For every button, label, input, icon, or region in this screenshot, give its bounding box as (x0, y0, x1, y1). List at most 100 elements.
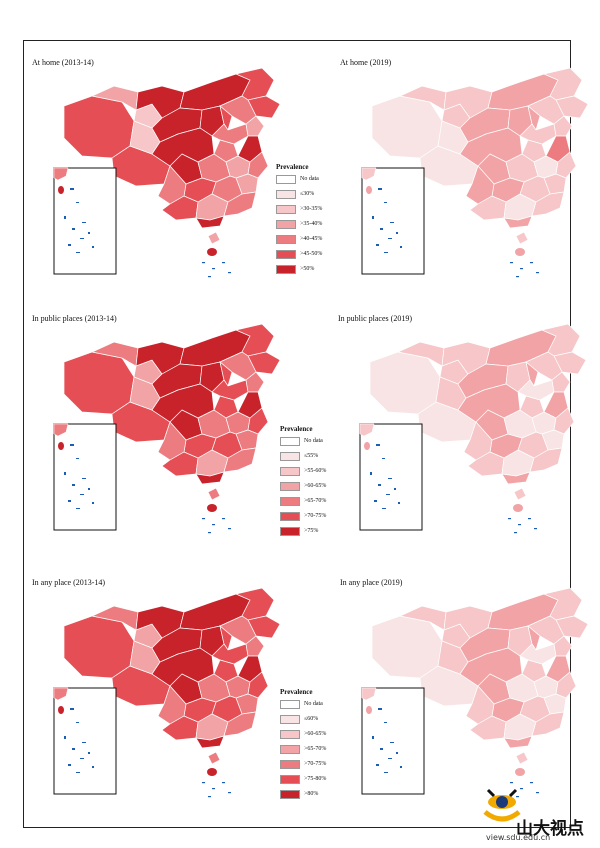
legend-swatch (276, 234, 296, 244)
province-region (63, 95, 135, 159)
map-panel: In public places (2019) (336, 314, 596, 534)
sea-dashes (508, 518, 537, 534)
panel-title: At home (2013-14) (32, 58, 94, 67)
legend-label: >55-60% (304, 468, 327, 474)
legend-label: >80% (304, 791, 319, 797)
sea-dashes (202, 782, 231, 798)
china-map (361, 587, 589, 798)
island-region (207, 504, 217, 512)
legend-label: >35-40% (300, 221, 323, 227)
legend-item: >60-65% (280, 481, 350, 491)
legend-swatch (280, 526, 300, 536)
legend-item: >60-65% (280, 729, 350, 739)
china-map (53, 323, 281, 534)
legend-label: >70-75% (304, 513, 327, 519)
south-china-sea-inset (53, 687, 117, 795)
province-region (245, 371, 265, 393)
province-region (63, 351, 135, 415)
legend-item: No data (280, 699, 350, 709)
legend-swatch (280, 699, 300, 709)
province-region (517, 379, 555, 401)
panel-title: At home (2019) (340, 58, 392, 67)
south-china-sea-inset (53, 423, 117, 531)
legend-label: >75-80% (304, 776, 327, 782)
panel-title: In public places (2013-14) (32, 314, 117, 323)
province-region (543, 391, 569, 419)
legend-item: >65-70% (280, 744, 350, 754)
sea-dashes (202, 518, 231, 534)
watermark-text: 山大视点 (516, 819, 584, 839)
legend-swatch (276, 219, 296, 229)
map-panel: In any place (2019) (338, 578, 598, 798)
sea-dashes (510, 782, 539, 798)
island-region (207, 248, 217, 256)
province-region (237, 655, 263, 683)
province-region (503, 735, 533, 749)
province-region (237, 135, 263, 163)
legend-title: Prevalence (280, 688, 313, 696)
legend-swatch (280, 496, 300, 506)
legend-swatch (280, 481, 300, 491)
province-region (515, 751, 529, 765)
legend-label: >60-65% (304, 483, 327, 489)
south-china-sea-inset (359, 423, 423, 531)
province-region (545, 135, 571, 163)
legend-item: >55-60% (280, 466, 350, 476)
legend-label: No data (304, 438, 323, 444)
legend-item: >35-40% (276, 219, 346, 229)
island-region (515, 248, 525, 256)
legend-swatch (280, 436, 300, 446)
legend-label: >65-70% (304, 498, 327, 504)
legend-swatch (276, 249, 296, 259)
panel-title: In public places (2019) (338, 314, 412, 323)
province-region (513, 487, 527, 501)
province-region (245, 115, 265, 137)
south-china-sea-inset (53, 167, 117, 275)
legend-swatch (280, 744, 300, 754)
legend-item: >40-45% (276, 234, 346, 244)
legend-swatch (280, 759, 300, 769)
sea-dashes (510, 262, 539, 278)
province-region (501, 471, 531, 485)
province-region (207, 231, 221, 245)
legend-item: >75% (280, 526, 350, 536)
province-region (195, 735, 225, 749)
legend-label: No data (300, 176, 319, 182)
province-region (195, 215, 225, 229)
province-region (237, 391, 263, 419)
legend-label: >50% (300, 266, 315, 272)
province-region (519, 643, 557, 665)
province-region (211, 643, 249, 665)
legend-label: ≤55% (304, 453, 319, 459)
legend-label: >40-45% (300, 236, 323, 242)
map-legend: Prevalence No data ≤55% >55-60% >60-65% >65-… (280, 425, 350, 541)
province-region (555, 671, 577, 699)
province-region (207, 751, 221, 765)
legend-swatch (280, 451, 300, 461)
figure-frame (23, 40, 571, 828)
south-china-sea-inset (361, 687, 425, 795)
south-china-sea-inset (361, 167, 425, 275)
legend-swatch (280, 729, 300, 739)
legend-swatch (280, 511, 300, 521)
legend-title: Prevalence (276, 163, 309, 171)
legend-swatch (276, 204, 296, 214)
province-region (211, 379, 249, 401)
province-region (369, 351, 441, 415)
province-region (247, 151, 269, 179)
province-region (247, 671, 269, 699)
watermark-url: view.sdu.edu.cn (486, 833, 551, 842)
map-panel: At home (2019) (338, 58, 598, 278)
legend-label: >65-70% (304, 746, 327, 752)
legend-swatch (276, 189, 296, 199)
panel-title: In any place (2013-14) (32, 578, 106, 587)
legend-label: >45-50% (300, 251, 323, 257)
map-panel: In public places (2013-14) (30, 314, 290, 534)
map-panel: In any place (2013-14) (30, 578, 290, 798)
legend-item: >65-70% (280, 496, 350, 506)
legend-item: >80% (280, 789, 350, 799)
legend-item: ≤55% (280, 451, 350, 461)
legend-title: Prevalence (280, 425, 313, 433)
province-region (553, 407, 575, 435)
legend-swatch (280, 789, 300, 799)
